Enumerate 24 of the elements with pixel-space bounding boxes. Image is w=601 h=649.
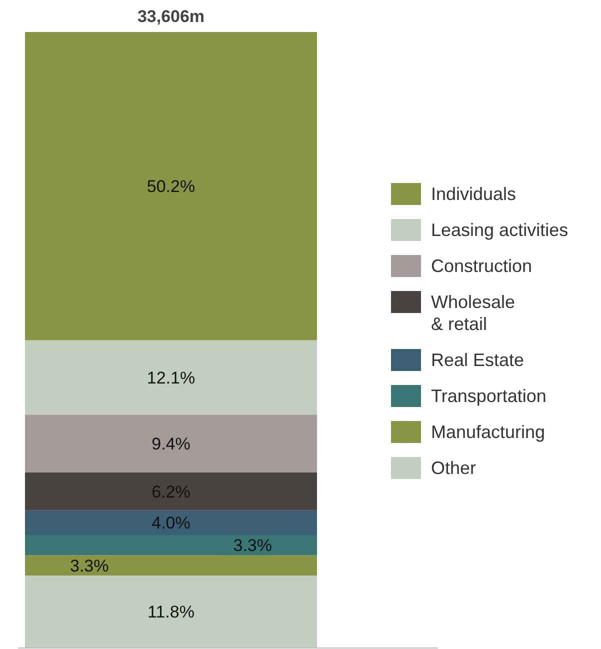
legend-label: Manufacturing xyxy=(431,421,546,443)
legend-label: Other xyxy=(431,457,476,479)
legend-label: Construction xyxy=(431,255,532,277)
data-label: 4.0% xyxy=(152,514,190,533)
data-label: 3.3% xyxy=(70,556,109,576)
data-label: 50.2% xyxy=(146,177,196,196)
text: 33,606m xyxy=(137,7,205,26)
bar xyxy=(25,576,317,648)
data-label: 11.8% xyxy=(148,602,194,622)
legend-label: Wholesale & retail xyxy=(431,291,516,335)
bar xyxy=(25,555,317,576)
data-label: 3.3% xyxy=(233,536,272,556)
data-label: 9.4% xyxy=(152,434,190,454)
bar xyxy=(25,32,317,340)
legend-label: Individuals xyxy=(431,183,516,205)
legend-label: Real Estate xyxy=(431,349,524,371)
bar xyxy=(25,414,317,472)
legend-label: Transportation xyxy=(431,385,546,407)
legend-label: Leasing activities xyxy=(431,219,568,241)
bar xyxy=(25,510,317,535)
data-label: 6.2% xyxy=(152,482,190,502)
data-label: 12.1% xyxy=(146,368,196,388)
bar xyxy=(25,472,317,510)
bar xyxy=(25,340,317,415)
